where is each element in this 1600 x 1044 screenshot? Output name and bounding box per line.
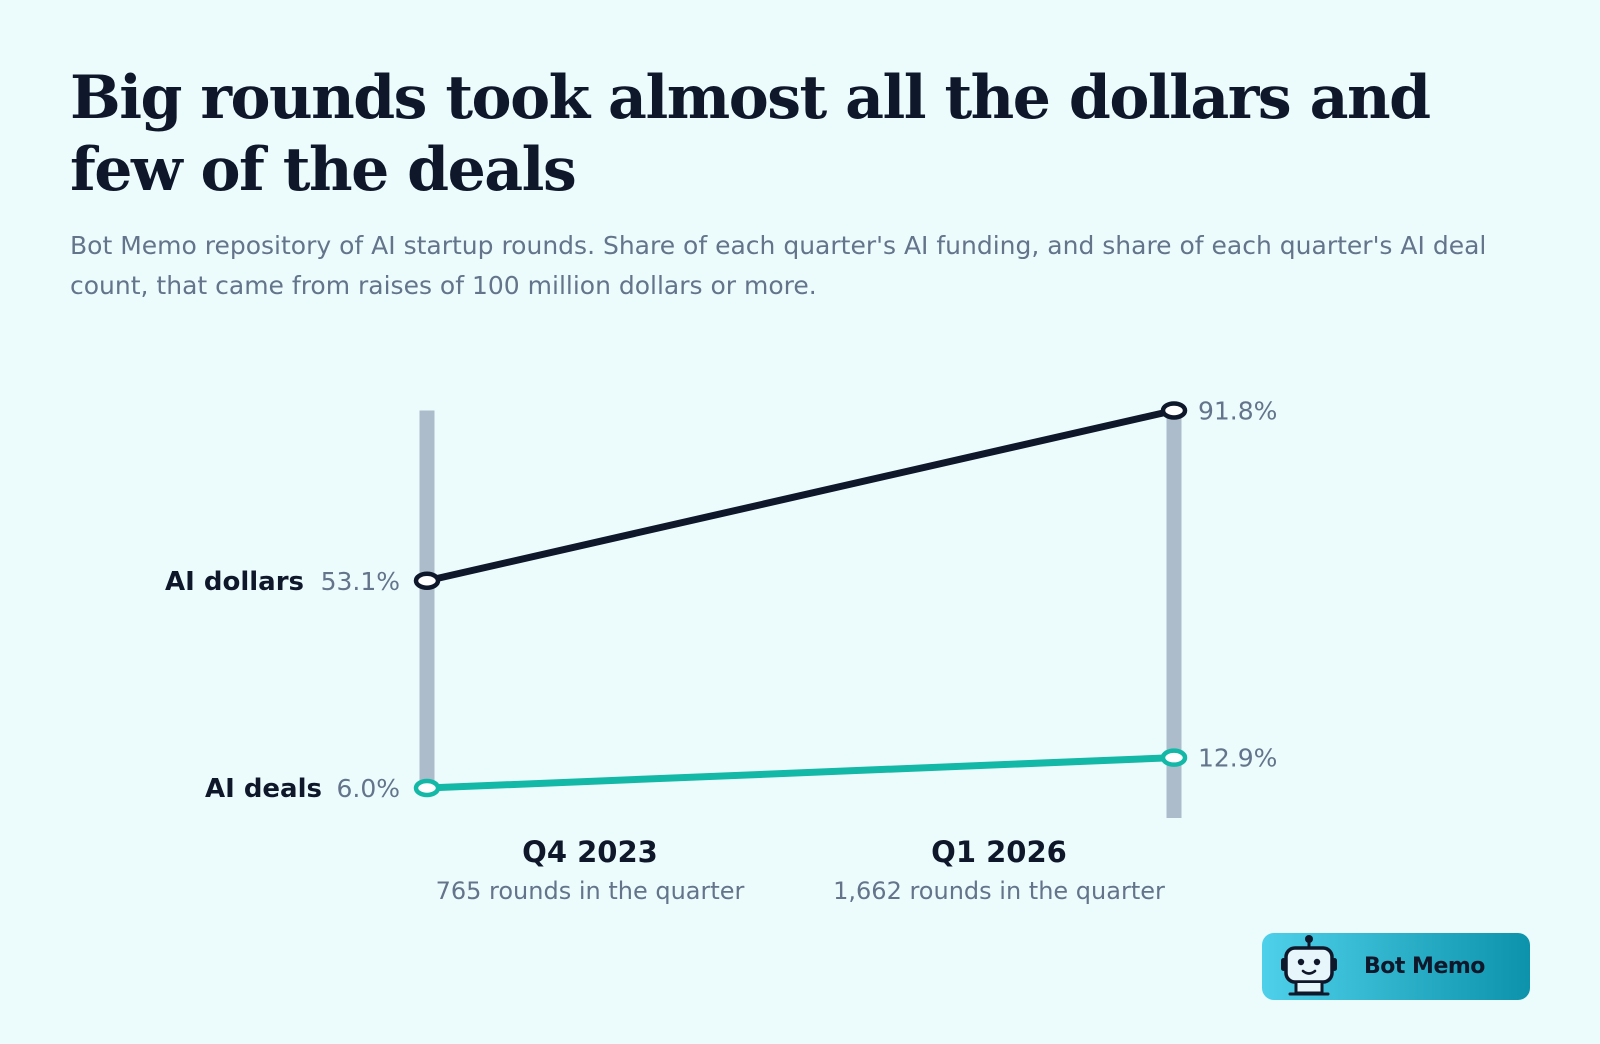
value-label-ai-dollars-end: 91.8% [1198, 396, 1277, 425]
robot-icon [1281, 935, 1337, 996]
series-label-ai-deals: AI deals [205, 774, 322, 804]
category-note-q1-2026: 1,662 rounds in the quarter [833, 877, 1165, 905]
series-label-ai-dollars: AI dollars [165, 567, 304, 597]
series-line-ai-dollars [423, 406, 1178, 585]
chart-subtitle: Bot Memo repository of AI startup rounds… [70, 231, 1487, 300]
value-label-ai-dollars-start: 53.1% [321, 567, 400, 596]
series-line-ai-deals [423, 754, 1178, 792]
point-ai-dollars-1 [413, 571, 441, 591]
category-label-q1-2026: Q1 2026 [931, 835, 1067, 869]
brand-name: Bot Memo [1364, 954, 1485, 979]
point-ai-deals-1 [413, 778, 441, 798]
category-label-q4-2023: Q4 2023 [522, 835, 658, 869]
brand-badge: Bot Memo [1262, 933, 1530, 1000]
category-note-q4-2023: 765 rounds in the quarter [436, 877, 745, 905]
chart-title: Big rounds took almost all the dollars a… [70, 63, 1431, 205]
point-ai-deals-2 [1160, 748, 1188, 767]
point-ai-dollars-2 [1160, 401, 1188, 420]
value-label-ai-deals-start: 6.0% [336, 774, 400, 803]
value-label-ai-deals-end: 12.9% [1198, 744, 1277, 773]
